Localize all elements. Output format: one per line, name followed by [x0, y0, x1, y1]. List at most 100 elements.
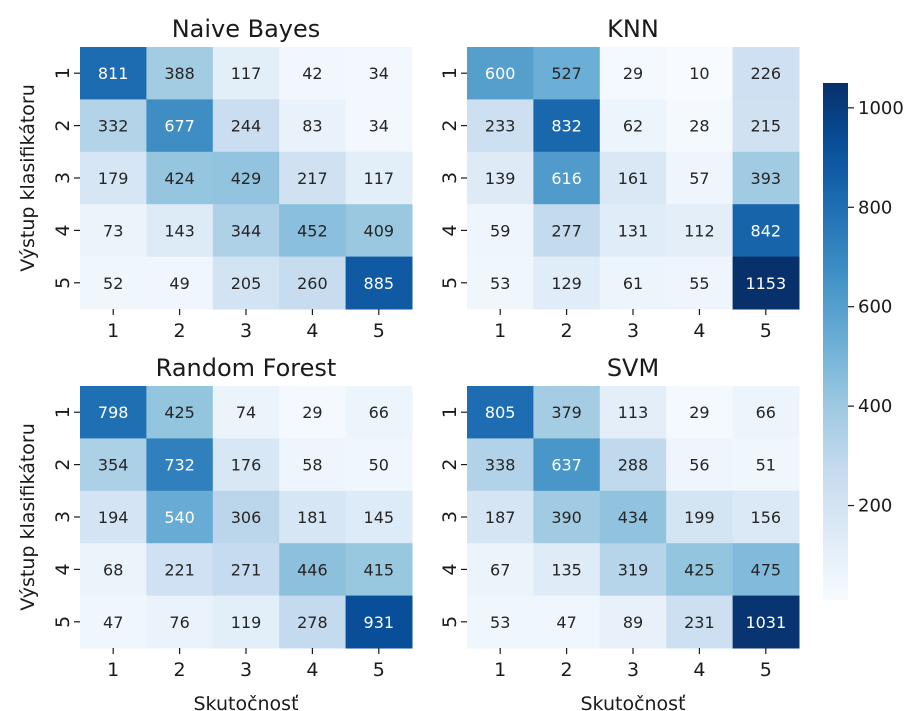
heatmap-cell	[212, 543, 280, 597]
cell-value-label: 388	[164, 64, 195, 83]
cell-value-label: 429	[231, 169, 262, 188]
heatmap-cell	[80, 256, 147, 310]
cell-value-label: 217	[297, 169, 328, 188]
cell-value-label: 226	[751, 64, 782, 83]
cell-value-label: 47	[103, 613, 123, 632]
heatmap-cell	[467, 47, 534, 100]
cell-value-label: 117	[364, 169, 395, 188]
heatmap-cell	[80, 490, 147, 544]
y-tick-label: 1	[52, 67, 74, 79]
heatmap-cell	[599, 47, 667, 100]
cell-value-label: 393	[751, 169, 782, 188]
heatmap-cell	[279, 99, 347, 153]
heatmap-cell	[599, 99, 667, 153]
heatmap-cell	[279, 47, 347, 100]
y-axis-label: Výstup klasifikátoru	[17, 84, 39, 272]
cell-value-label: 194	[98, 508, 129, 527]
colorbar-tick-label: 600	[858, 297, 892, 318]
cell-value-label: 931	[364, 613, 395, 632]
cell-value-label: 221	[164, 560, 195, 579]
heatmap-cell	[345, 386, 413, 439]
heatmap-cell	[279, 204, 347, 258]
cell-value-label: 119	[231, 613, 262, 632]
heatmap-cell	[146, 99, 214, 153]
heatmap-cell	[666, 204, 734, 258]
heatmap-cell	[146, 490, 214, 544]
heatmap-cell	[599, 386, 667, 439]
x-tick-label: 1	[107, 320, 119, 342]
y-tick-label: 2	[439, 120, 461, 132]
y-tick-label: 4	[439, 563, 461, 575]
heatmap-cell	[212, 386, 280, 439]
heatmap-cell	[146, 543, 214, 597]
cell-value-label: 306	[231, 508, 262, 527]
x-tick-label: 2	[174, 320, 186, 342]
x-tick-label: 4	[693, 320, 705, 342]
cell-value-label: 278	[297, 613, 328, 632]
heatmap-cell	[345, 204, 413, 258]
cell-value-label: 76	[169, 613, 189, 632]
heatmap-cell	[467, 543, 534, 597]
heatmap-cell	[666, 438, 734, 492]
cell-value-label: 181	[297, 508, 328, 527]
cell-value-label: 55	[689, 274, 709, 293]
cell-value-label: 29	[302, 403, 322, 422]
cell-value-label: 199	[684, 508, 715, 527]
y-tick-label: 2	[52, 120, 74, 132]
heatmap-cell	[146, 386, 214, 439]
cell-value-label: 52	[103, 274, 123, 293]
y-tick-label: 3	[52, 511, 74, 523]
heatmap-cell	[345, 151, 413, 205]
heatmap-cell	[533, 99, 601, 153]
cell-value-label: 129	[551, 274, 582, 293]
heatmap-cell	[146, 204, 214, 258]
heatmap-cell	[599, 490, 667, 544]
cell-value-label: 62	[623, 117, 643, 136]
cell-value-label: 179	[98, 169, 129, 188]
heatmap-cell	[467, 256, 534, 310]
heatmap-cell	[599, 256, 667, 310]
cell-value-label: 288	[618, 456, 649, 475]
cell-value-label: 143	[164, 221, 195, 240]
cell-value-label: 51	[756, 456, 776, 475]
cell-value-label: 10	[689, 64, 709, 83]
y-tick-label: 5	[52, 616, 74, 628]
heatmap-cell	[212, 256, 280, 310]
cell-value-label: 452	[297, 221, 328, 240]
heatmap-cell	[80, 595, 147, 649]
x-tick-label: 1	[107, 659, 119, 681]
heatmap-cell	[599, 204, 667, 258]
colorbar-tick-label: 800	[858, 197, 892, 218]
heatmap-cell	[279, 490, 347, 544]
y-tick-label: 1	[439, 67, 461, 79]
heatmap-cell	[80, 99, 147, 153]
cell-value-label: 68	[103, 560, 123, 579]
cell-value-label: 215	[751, 117, 782, 136]
heatmap-cell	[533, 256, 601, 310]
heatmap-cell	[279, 543, 347, 597]
cell-value-label: 53	[490, 274, 510, 293]
heatmap-cell	[345, 99, 413, 153]
x-axis-label: Skutočnosť	[580, 693, 686, 711]
colorbar-tick-label: 400	[858, 396, 892, 417]
y-tick-label: 3	[439, 511, 461, 523]
heatmap-cell	[732, 256, 800, 310]
cell-value-label: 34	[369, 64, 389, 83]
cell-value-label: 135	[551, 560, 582, 579]
heatmap-cell	[732, 386, 800, 439]
heatmap-cell	[533, 595, 601, 649]
cell-value-label: 73	[103, 221, 123, 240]
cell-value-label: 390	[551, 508, 582, 527]
heatmap-cell	[467, 490, 534, 544]
heatmap-cell	[80, 47, 147, 100]
cell-value-label: 205	[231, 274, 262, 293]
cell-value-label: 74	[236, 403, 256, 422]
panel-title: SVM	[607, 354, 659, 382]
y-tick-label: 2	[52, 459, 74, 471]
cell-value-label: 49	[169, 274, 189, 293]
x-tick-label: 4	[306, 659, 318, 681]
cell-value-label: 354	[98, 456, 129, 475]
